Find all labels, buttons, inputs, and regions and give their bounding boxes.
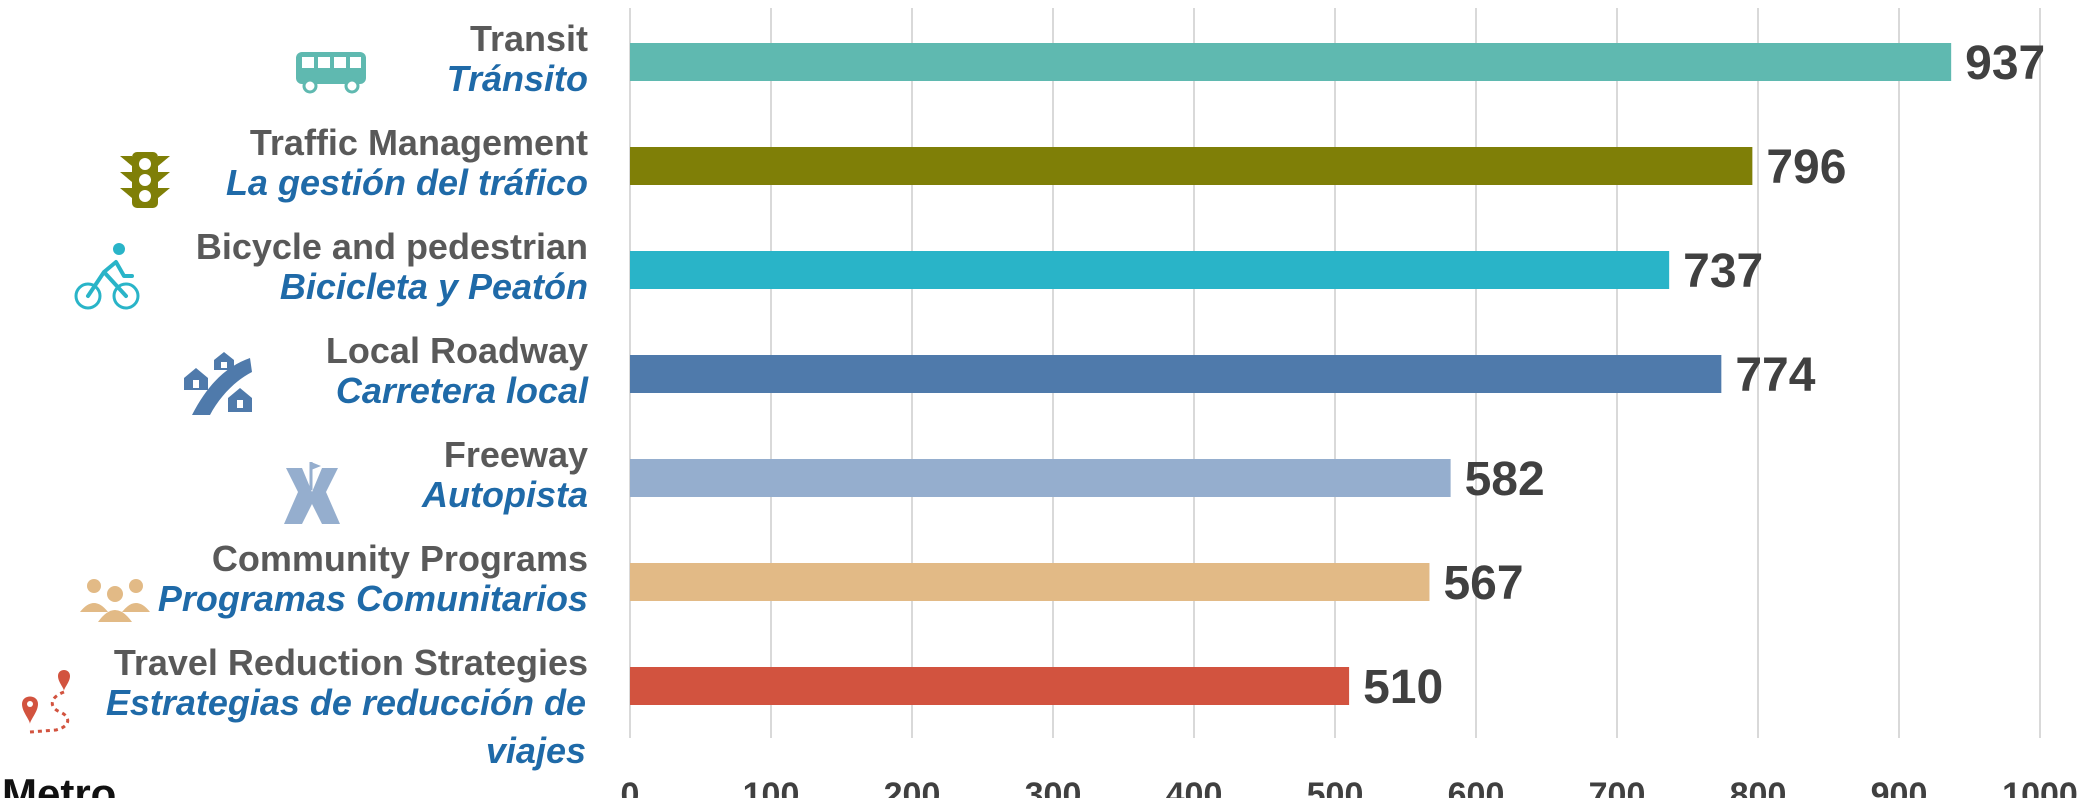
x-tick-label: 100 — [743, 776, 800, 798]
x-tick-label: 1000 — [2002, 776, 2078, 798]
category-label-en: Community Programs — [212, 538, 588, 579]
x-tick-label: 700 — [1589, 776, 1646, 798]
category-label-en: Bicycle and pedestrian — [196, 226, 588, 267]
data-label: 937 — [1965, 37, 2045, 90]
bus-icon — [296, 52, 366, 94]
x-tick-label: 300 — [1025, 776, 1082, 798]
category-label-es: Tránsito — [447, 58, 588, 99]
category-label-en: Transit — [470, 18, 588, 59]
x-tick-label: 0 — [621, 776, 640, 798]
route-map-icon — [22, 670, 70, 734]
category-label-es: Estrategias de reducción de viajes — [106, 682, 586, 771]
x-tick-label: 800 — [1730, 776, 1787, 798]
category-icons — [22, 52, 366, 734]
freeway-icon — [284, 462, 340, 524]
bar — [630, 251, 1670, 289]
traffic-light-icon — [120, 152, 170, 208]
local-road-icon — [184, 352, 252, 415]
data-label: 567 — [1443, 557, 1523, 610]
bar — [630, 563, 1430, 601]
bar — [630, 355, 1722, 393]
category-label-en: Freeway — [444, 434, 588, 475]
category-label-en: Traffic Management — [250, 122, 588, 163]
category-label-en: Travel Reduction Strategies — [114, 642, 588, 683]
bars — [630, 43, 1952, 705]
community-icon — [80, 579, 150, 622]
x-tick-label: 600 — [1448, 776, 1505, 798]
x-axis-ticks: 0 100 200 300 400 500 600 700 800 900 1000 — [621, 776, 2078, 798]
x-tick-label: 400 — [1166, 776, 1223, 798]
category-label-es: Programas Comunitarios — [158, 578, 588, 619]
data-label: 796 — [1766, 141, 1846, 194]
bar — [630, 147, 1753, 185]
category-label-en: Local Roadway — [326, 330, 588, 371]
bicycle-icon — [74, 243, 140, 310]
data-label: 737 — [1683, 245, 1763, 298]
data-label: 774 — [1735, 349, 1815, 402]
category-label-es: La gestión del tráfico — [226, 162, 588, 203]
category-label-es: Carretera local — [336, 370, 589, 411]
x-tick-label: 900 — [1871, 776, 1928, 798]
bar — [630, 667, 1350, 705]
x-tick-label: 500 — [1307, 776, 1364, 798]
metro-logo: Metro — [2, 770, 116, 798]
category-label-es: Autopista — [421, 474, 588, 515]
bar — [630, 459, 1451, 497]
bar — [630, 43, 1952, 81]
data-label: 582 — [1465, 453, 1545, 506]
x-tick-label: 200 — [884, 776, 941, 798]
category-label-es: Bicicleta y Peatón — [280, 266, 588, 307]
data-label: 510 — [1363, 661, 1443, 714]
